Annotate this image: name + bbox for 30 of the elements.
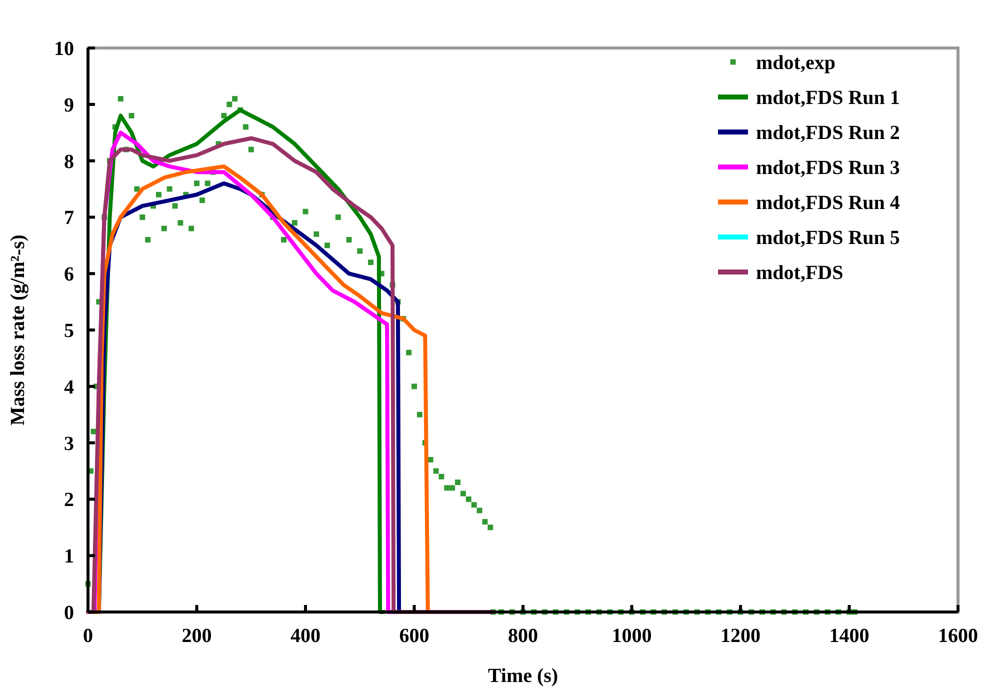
legend-label: mdot,FDS Run 5 (756, 227, 900, 249)
legend-label: mdot,FDS Run 3 (756, 157, 900, 179)
legend-label: mdot,exp (756, 52, 836, 74)
y-tick-label: 3 (64, 432, 74, 455)
x-tick-label: 1200 (720, 625, 760, 647)
y-tick-label: 6 (64, 264, 74, 286)
x-tick-label: 200 (182, 625, 212, 647)
x-tick-label: 0 (83, 625, 93, 647)
legend-label: mdot,FDS Run 4 (756, 192, 900, 214)
legend-label: mdot,FDS Run 2 (756, 122, 900, 144)
y-tick-label: 7 (64, 207, 74, 230)
legend-label: mdot,FDS Run 1 (756, 87, 900, 109)
y-tick-label: 4 (64, 376, 74, 398)
y-tick-label: 0 (64, 602, 74, 624)
x-tick-label: 1600 (938, 625, 978, 647)
x-tick-label: 800 (508, 625, 538, 647)
x-tick-label: 600 (399, 625, 430, 647)
y-tick-label: 1 (64, 546, 74, 568)
x-axis-title: Time (s) (488, 665, 558, 687)
legend-label: mdot,FDS (756, 262, 844, 284)
y-tick-label: 9 (64, 94, 74, 116)
y-tick-label: 2 (64, 489, 74, 512)
y-tick-label: 8 (64, 150, 74, 173)
x-tick-label: 1400 (829, 625, 870, 647)
x-tick-label: 400 (290, 625, 320, 647)
x-tick-label: 1000 (612, 625, 652, 647)
line-series (86, 136, 496, 614)
y-tick-label: 5 (64, 320, 74, 342)
y-tick-label: 10 (54, 38, 74, 60)
y-axis-title: Mass loss rate (g/m²-s) (7, 234, 29, 426)
